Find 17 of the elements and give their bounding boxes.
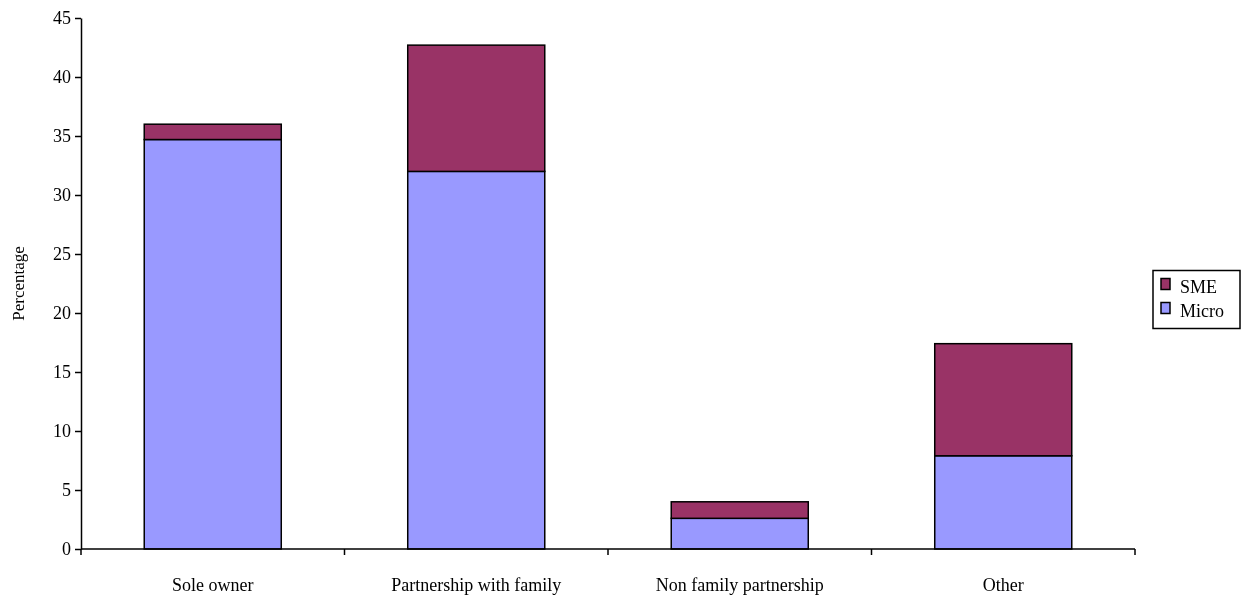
y-tick-label: 25 bbox=[53, 244, 71, 265]
y-tick-label: 15 bbox=[53, 362, 71, 383]
y-tick-label: 35 bbox=[53, 126, 71, 147]
x-tick-label: Other bbox=[982, 575, 1024, 595]
y-tick-label: 30 bbox=[53, 185, 71, 206]
x-tick-label: Partnership with family bbox=[391, 575, 562, 595]
y-tick-label: 0 bbox=[62, 539, 71, 560]
y-tick-label: 45 bbox=[53, 8, 71, 29]
y-tick-label: 5 bbox=[62, 480, 71, 501]
legend-label: Micro bbox=[1180, 300, 1224, 321]
x-tick-label: Sole owner bbox=[172, 575, 254, 595]
y-tick-label: 20 bbox=[53, 303, 71, 324]
y-axis-title: Percentage bbox=[9, 246, 28, 321]
y-tick-label: 40 bbox=[53, 67, 71, 88]
x-tick-label: Non family partnership bbox=[655, 575, 824, 595]
legend-label: SME bbox=[1180, 276, 1218, 297]
y-tick-label: 10 bbox=[53, 421, 71, 442]
